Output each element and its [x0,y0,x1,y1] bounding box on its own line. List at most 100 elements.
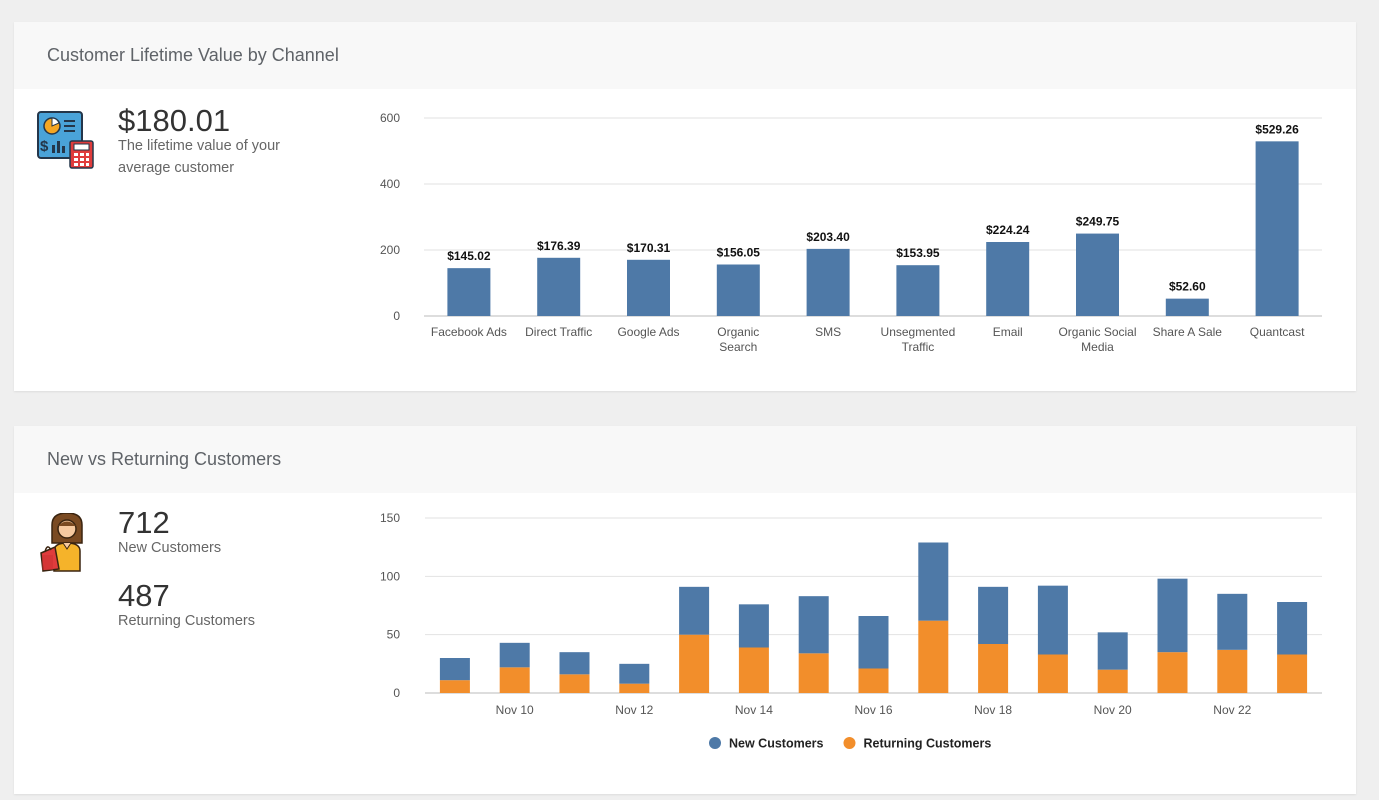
x-tick-label: Quantcast [1250,325,1305,339]
bar-segment-new[interactable] [559,652,590,675]
bar-value-label: $249.75 [1076,215,1120,229]
legend-swatch[interactable] [709,737,721,749]
bar-segment-returning[interactable] [858,668,889,694]
x-tick-label: Nov 20 [1094,703,1132,717]
bar-segment-new[interactable] [439,658,470,681]
y-tick-label: 150 [380,511,400,525]
bar-value-label: $153.95 [896,246,940,260]
bar[interactable] [537,257,581,316]
bar-value-label: $156.05 [717,246,761,260]
ltv-stat-line1: The lifetime value of your [118,138,280,154]
bar-value-label: $224.24 [986,223,1030,237]
legend-swatch[interactable] [843,737,856,749]
bar[interactable] [896,265,940,316]
bar-segment-returning[interactable] [679,634,710,693]
x-tick-label: Organic [717,325,759,339]
bar-value-label: $529.26 [1255,122,1299,136]
legend-label[interactable]: Returning Customers [863,737,991,751]
bar[interactable] [627,259,670,316]
y-tick-label: 200 [380,243,400,257]
bar-segment-new[interactable] [1097,632,1128,670]
bar-value-label: $203.40 [806,230,850,244]
bar-segment-new[interactable] [1217,593,1248,650]
bar-value-label: $145.02 [447,249,491,263]
bar-segment-returning[interactable] [1217,649,1248,693]
bar[interactable] [1076,233,1119,316]
x-tick-label: Traffic [902,340,935,354]
x-tick-label: Facebook Ads [431,325,507,339]
new-customers-label: New Customers [118,540,222,556]
returning-customers-value: 487 [118,578,170,613]
bar-segment-new[interactable] [499,642,530,668]
bar-segment-returning[interactable] [1277,654,1308,694]
bar-segment-new[interactable] [738,604,769,648]
x-tick-label: Share A Sale [1153,325,1223,339]
new-customers-value: 712 [118,505,170,540]
chart-legend: New Customers Returning Customers [709,737,991,751]
customers-card-title: New vs Returning Customers [14,426,1356,493]
bar-value-label: $170.31 [627,241,671,255]
bar-segment-new[interactable] [978,586,1009,644]
bar-segment-returning[interactable] [499,667,530,693]
svg-text:$: $ [40,138,49,155]
bar[interactable] [447,268,491,316]
ltv-stat-description: The lifetime value of your average custo… [118,135,280,179]
x-tick-label: Nov 22 [1213,703,1251,717]
analytics-report-icon: $ [37,111,94,169]
y-tick-label: 600 [380,111,400,125]
bar-segment-returning[interactable] [1097,669,1128,693]
bar-value-label: $52.60 [1169,280,1206,294]
bar[interactable] [806,248,850,316]
x-tick-label: Media [1081,340,1114,354]
bar-segment-returning[interactable] [1157,652,1188,693]
x-tick-label: Organic Social [1058,325,1136,339]
bar-segment-new[interactable] [798,596,829,654]
x-tick-label: Nov 14 [735,703,773,717]
bar[interactable] [1165,298,1209,316]
x-tick-label: Unsegmented [881,325,956,339]
bar[interactable] [716,264,760,316]
bar-segment-returning[interactable] [619,683,650,693]
x-tick-label: Email [993,325,1023,339]
bar-segment-new[interactable] [1157,578,1188,653]
bar-value-label: $176.39 [537,239,581,253]
bar-segment-returning[interactable] [918,620,949,693]
customers-card: New vs Returning Customers 712 New Custo… [14,426,1356,794]
x-tick-label: Nov 12 [615,703,653,717]
bar-segment-new[interactable] [1277,602,1308,655]
x-tick-label: SMS [815,325,841,339]
ltv-bar-chart: 0 200 400 600 $145.02 Facebook Ads $176.39 Dire… [380,111,1322,354]
y-tick-label: 0 [393,309,400,323]
y-tick-label: 0 [393,686,400,700]
x-tick-label: Google Ads [617,325,679,339]
ltv-stat-value: $180.01 [118,103,231,138]
y-tick-label: 400 [380,177,400,191]
legend-label[interactable]: New Customers [729,737,824,751]
bar[interactable] [986,242,1030,316]
bar-segment-returning[interactable] [738,647,769,694]
shopper-woman-icon [40,513,83,572]
bar-segment-new[interactable] [619,663,650,684]
ltv-card-title: Customer Lifetime Value by Channel [14,22,1356,89]
bar-segment-new[interactable] [918,542,949,621]
bar-segment-new[interactable] [1037,585,1068,655]
bar-segment-returning[interactable] [978,644,1009,693]
bar-segment-new[interactable] [858,616,889,669]
customers-stacked-bar-chart: 0 50 100 150 Nov 10 Nov 12 Nov 14 Nov 16 Nov 18 N… [380,511,1322,751]
y-tick-label: 100 [380,569,400,583]
bar-segment-returning[interactable] [559,674,590,693]
bar-segment-returning[interactable] [798,653,829,693]
x-tick-label: Search [719,340,757,354]
bar-segment-returning[interactable] [439,680,470,693]
ltv-stat-line2: average customer [118,160,235,176]
x-tick-label: Nov 10 [496,703,534,717]
bar[interactable] [1255,141,1299,316]
bar-segment-new[interactable] [679,586,710,635]
x-tick-label: Direct Traffic [525,325,592,339]
x-tick-label: Nov 18 [974,703,1012,717]
returning-customers-label: Returning Customers [118,613,255,629]
y-tick-label: 50 [387,628,401,642]
bar-segment-returning[interactable] [1037,654,1068,694]
x-tick-label: Nov 16 [854,703,892,717]
ltv-card: Customer Lifetime Value by Channel $ $18… [14,22,1356,391]
